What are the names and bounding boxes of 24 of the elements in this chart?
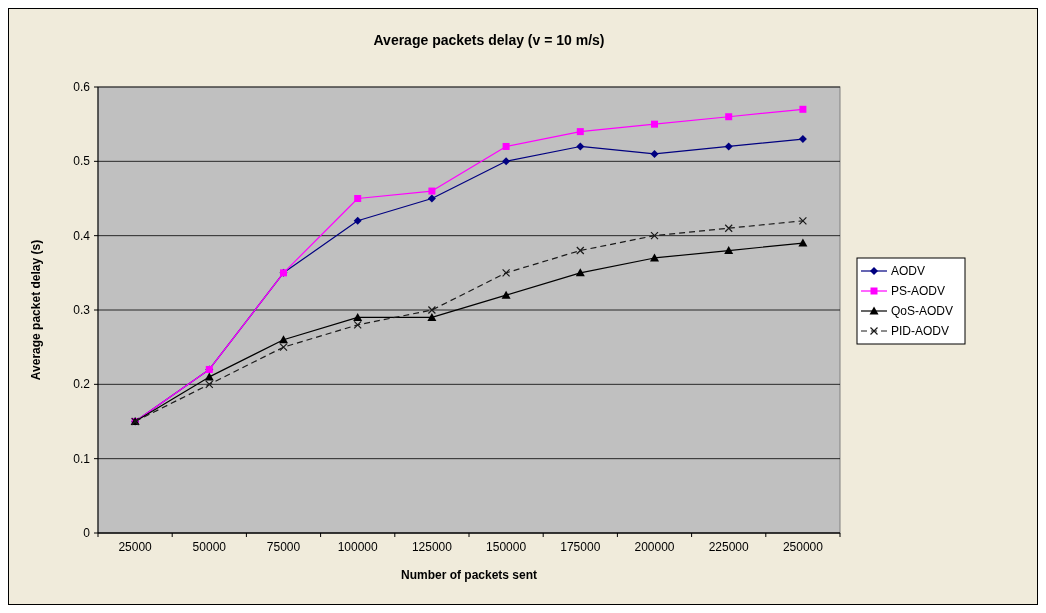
y-axis-title: Average packet delay (s) [29, 239, 43, 381]
x-tick-label: 75000 [266, 540, 301, 554]
x-tick-label: 250000 [782, 540, 824, 554]
x-tick-label: 50000 [192, 540, 227, 554]
x-tick-label: 125000 [411, 540, 453, 554]
legend-label: QoS-AODV [891, 304, 954, 318]
y-tick-label: 0.6 [73, 80, 91, 94]
legend-label: PS-AODV [891, 284, 946, 298]
x-tick-label: 225000 [708, 540, 750, 554]
y-tick-label: 0.2 [73, 377, 91, 392]
y-tick-label: 0.1 [73, 451, 91, 466]
chart-title: Average packets delay (v = 10 m/s) [373, 32, 605, 48]
y-tick-label: 0 [83, 526, 91, 540]
legend-label: PID-AODV [891, 324, 950, 338]
y-tick-label: 0.5 [73, 154, 91, 169]
legend-label: AODV [891, 264, 926, 278]
x-tick-label: 100000 [337, 540, 379, 554]
y-tick-label: 0.3 [73, 303, 91, 317]
x-tick-label: 200000 [634, 540, 675, 554]
x-tick-label: 175000 [560, 540, 601, 554]
x-tick-label: 150000 [486, 540, 527, 554]
y-tick-label: 0.4 [73, 228, 91, 243]
x-axis-title: Number of packets sent [400, 568, 538, 582]
x-tick-label: 25000 [118, 540, 153, 554]
